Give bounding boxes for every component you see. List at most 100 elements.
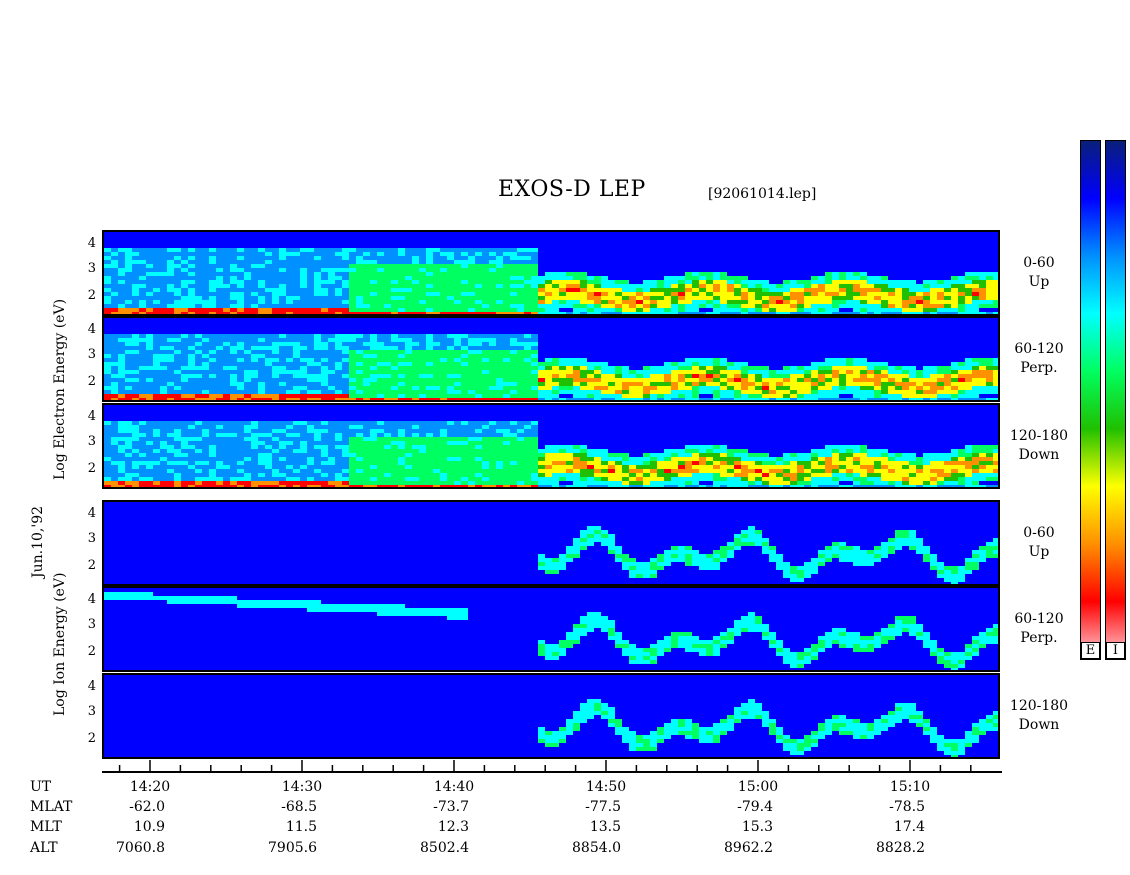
spectrogram-cell	[510, 296, 517, 300]
spectrogram-cell	[580, 378, 587, 382]
spectrogram-cell	[727, 252, 734, 256]
spectrogram-cell	[384, 236, 391, 240]
spectrogram-cell	[664, 390, 671, 394]
spectrogram-cell	[321, 398, 328, 400]
spectrogram-cell	[202, 256, 209, 260]
spectrogram-cell	[321, 318, 328, 322]
spectrogram-cell	[720, 308, 727, 312]
spectrogram-cell	[104, 276, 111, 280]
spectrogram-cell	[370, 318, 377, 322]
spectrogram-cell	[181, 268, 188, 272]
spectrogram-cell	[524, 284, 531, 288]
spectrogram-cell	[874, 244, 881, 248]
spectrogram-cell	[776, 338, 783, 342]
spectrogram-cell	[839, 232, 846, 236]
spectrogram-cell	[517, 358, 524, 362]
spectrogram-cell	[412, 330, 419, 334]
spectrogram-cell	[286, 260, 293, 264]
spectrogram-cell	[482, 232, 489, 236]
spectrogram-cell	[608, 326, 615, 330]
spectrogram-cell	[867, 284, 874, 288]
spectrogram-cell	[545, 326, 552, 330]
spectrogram-cell	[531, 386, 538, 390]
spectrogram-cell	[160, 268, 167, 272]
spectrogram-cell	[146, 330, 153, 334]
spectrogram-cell	[293, 256, 300, 260]
spectrogram-cell	[580, 370, 587, 374]
spectrogram-cell	[986, 276, 993, 280]
spectrogram-cell	[804, 256, 811, 260]
spectrogram-cell	[622, 326, 629, 330]
spectrogram-cell	[678, 272, 685, 276]
spectrogram-cell	[433, 280, 440, 284]
spectrogram-cell	[594, 264, 601, 268]
spectrogram-cell	[279, 326, 286, 330]
spectrogram-cell	[132, 366, 139, 370]
spectrogram-cell	[699, 370, 706, 374]
spectrogram-cell	[370, 350, 377, 354]
spectrogram-cell	[153, 240, 160, 244]
spectrogram-cell	[762, 276, 769, 280]
spectrogram-cell	[517, 370, 524, 374]
spectrogram-cell	[510, 318, 517, 322]
spectrogram-cell	[244, 398, 251, 400]
spectrogram-cell	[321, 342, 328, 346]
spectrogram-cell	[181, 338, 188, 342]
spectrogram-cell	[636, 338, 643, 342]
spectrogram-cell	[573, 382, 580, 386]
spectrogram-cell	[748, 244, 755, 248]
spectrogram-cell	[349, 318, 356, 322]
spectrogram-cell	[706, 264, 713, 268]
spectrogram-cell	[118, 318, 125, 322]
spectrogram-cell	[405, 236, 412, 240]
spectrogram-cell	[146, 308, 153, 312]
spectrogram-cell	[209, 292, 216, 296]
spectrogram-cell	[146, 346, 153, 350]
spectrogram-cell	[335, 280, 342, 284]
spectrogram-cell	[181, 276, 188, 280]
spectrogram-cell	[195, 236, 202, 240]
spectrogram-cell	[342, 334, 349, 338]
spectrogram-cell	[146, 370, 153, 374]
spectrogram-cell	[685, 300, 692, 304]
spectrogram-cell	[384, 268, 391, 272]
spectrogram-cell	[167, 378, 174, 382]
spectrogram-cell	[601, 350, 608, 354]
spectrogram-cell	[307, 280, 314, 284]
spectrogram-cell	[412, 334, 419, 338]
spectrogram-cell	[167, 326, 174, 330]
spectrogram-cell	[622, 370, 629, 374]
spectrogram-cell	[174, 240, 181, 244]
spectrogram-cell	[776, 394, 783, 398]
spectrogram-cell	[587, 236, 594, 240]
spectrogram-cell	[622, 362, 629, 366]
spectrogram-cell	[671, 272, 678, 276]
spectrogram-cell	[230, 232, 237, 236]
spectrogram-cell	[510, 312, 517, 314]
spectrogram-cell	[405, 370, 412, 374]
spectrogram-cell	[860, 272, 867, 276]
spectrogram-cell	[993, 284, 998, 288]
spectrogram-cell	[300, 284, 307, 288]
spectrogram-cell	[580, 338, 587, 342]
spectrogram-cell	[811, 296, 818, 300]
spectrogram-cell	[699, 342, 706, 346]
spectrogram-cell	[258, 312, 265, 314]
spectrogram-cell	[454, 308, 461, 312]
spectrogram-cell	[538, 268, 545, 272]
spectrogram-cell	[902, 236, 909, 240]
spectrogram-cell	[384, 276, 391, 280]
spectrogram-cell	[391, 280, 398, 284]
spectrogram-cell	[111, 272, 118, 276]
spectrogram-cell	[426, 292, 433, 296]
spectrogram-cell	[818, 256, 825, 260]
spectrogram-cell	[531, 268, 538, 272]
spectrogram-cell	[706, 354, 713, 358]
spectrogram-cell	[293, 386, 300, 390]
spectrogram-cell	[643, 276, 650, 280]
spectrogram-cell	[531, 312, 538, 314]
spectrogram-cell	[531, 264, 538, 268]
spectrogram-cell	[125, 232, 132, 236]
spectrogram-cell	[258, 394, 265, 398]
spectrogram-cell	[741, 362, 748, 366]
